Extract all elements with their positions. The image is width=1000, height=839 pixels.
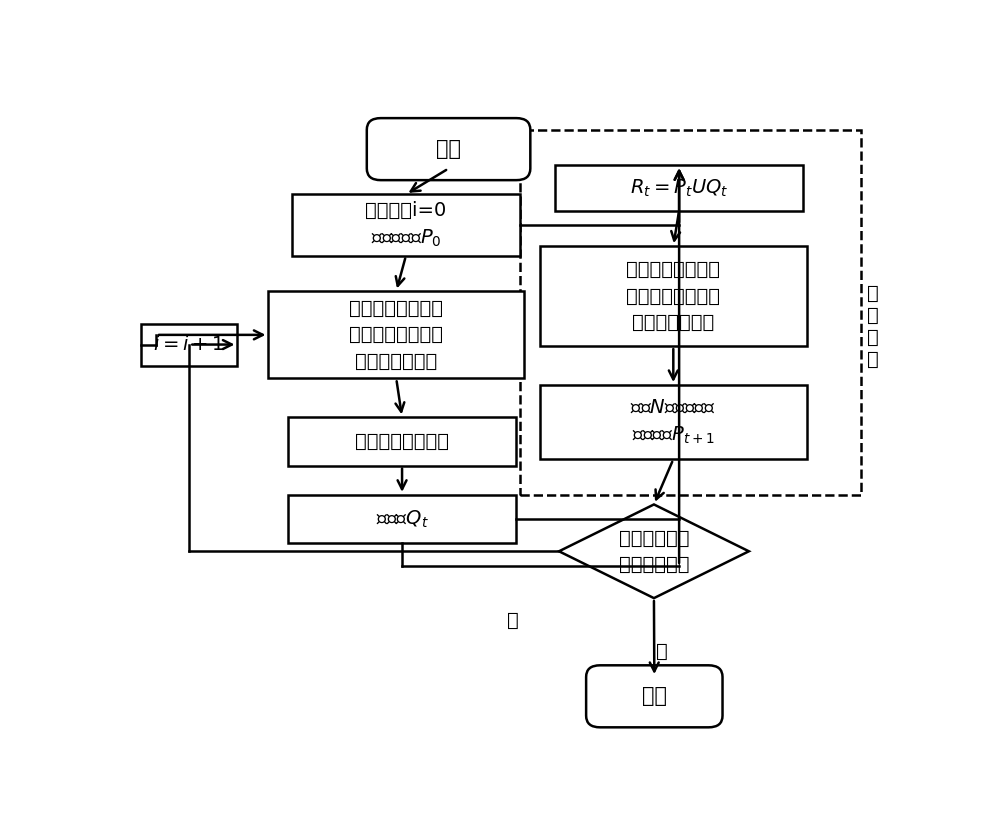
FancyBboxPatch shape <box>367 118 530 180</box>
Bar <box>520 130 861 495</box>
Text: 选择、交叉、变异: 选择、交叉、变异 <box>355 432 449 451</box>
Polygon shape <box>559 504 749 598</box>
Bar <box>140 324 237 366</box>
Text: 快速非支配排序，
并计算虚拟适应度
以及筛选参考点: 快速非支配排序， 并计算虚拟适应度 以及筛选参考点 <box>626 260 720 332</box>
Text: $i=i+1$: $i=i+1$ <box>153 335 225 354</box>
Text: 开始: 开始 <box>436 139 461 159</box>
Text: 否: 否 <box>507 612 518 630</box>
Bar <box>540 246 807 347</box>
Bar <box>292 195 520 256</box>
Bar <box>288 417 516 466</box>
Bar <box>268 291 524 378</box>
Bar <box>540 385 807 459</box>
Text: 进化代数是否
达到最大代数: 进化代数是否 达到最大代数 <box>619 529 689 574</box>
Text: 子种群$Q_t$: 子种群$Q_t$ <box>376 508 428 529</box>
Text: 结束: 结束 <box>642 686 667 706</box>
FancyBboxPatch shape <box>586 665 723 727</box>
Bar <box>288 495 516 543</box>
Text: 选前$N$个个体产生
父代种群$P_{t+1}$: 选前$N$个个体产生 父代种群$P_{t+1}$ <box>630 398 716 446</box>
Text: $R_t=P_tUQ_t$: $R_t=P_tUQ_t$ <box>630 177 728 199</box>
Text: 进化代数i=0
初始化种群$P_0$: 进化代数i=0 初始化种群$P_0$ <box>365 201 447 249</box>
Text: 是: 是 <box>656 642 668 660</box>
Bar <box>555 165 803 211</box>
Text: 精
英
策
略: 精 英 策 略 <box>867 284 879 369</box>
Text: 快速非支配排序，
并计算虚拟适应度
以及筛选参考点: 快速非支配排序， 并计算虚拟适应度 以及筛选参考点 <box>349 299 443 371</box>
